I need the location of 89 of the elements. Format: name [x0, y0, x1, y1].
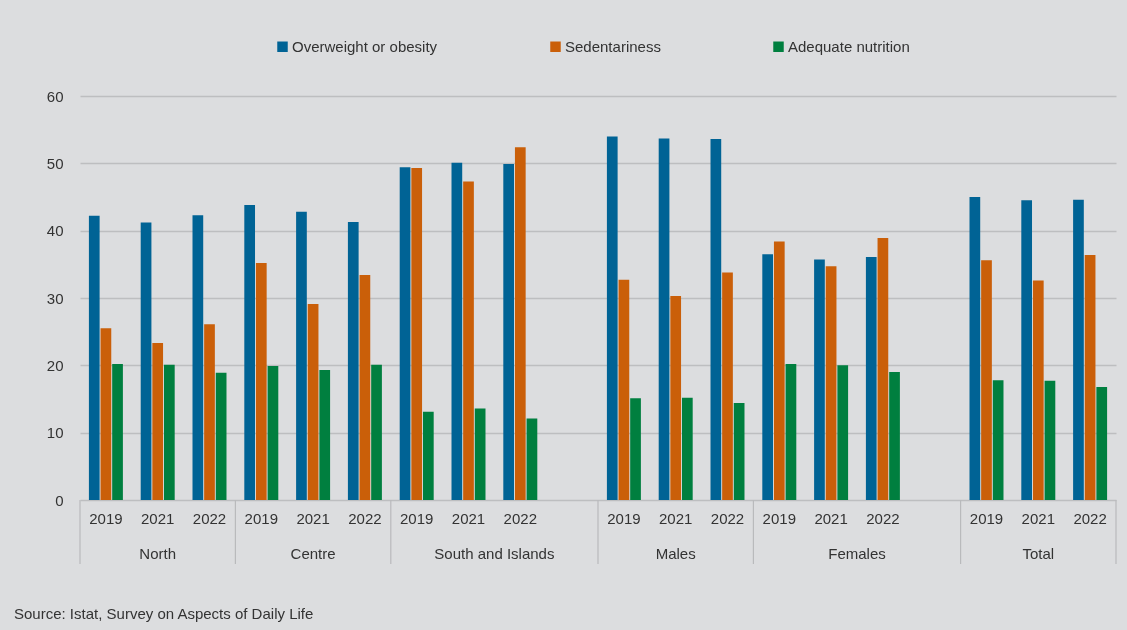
bar [152, 343, 164, 500]
bar [422, 411, 434, 500]
y-tick-label: 50 [46, 154, 64, 172]
bar [773, 241, 785, 500]
text: Total [1022, 545, 1055, 562]
legend-label: Overweight or obesity [292, 37, 438, 55]
legend-label: Adequate nutrition [788, 37, 910, 55]
bar [267, 366, 279, 500]
bar [255, 262, 267, 500]
y-tick-label: 10 [46, 424, 64, 442]
x-tick-label: 2019 [400, 509, 434, 527]
x-tick-label: 2021 [814, 509, 848, 527]
x-tick-label: 2022 [348, 509, 382, 527]
text: South and Islands [434, 545, 555, 562]
bar [992, 380, 1004, 500]
bar [825, 266, 837, 500]
bar [710, 139, 722, 500]
text: Males [655, 545, 696, 562]
bar [889, 372, 900, 500]
bar [463, 181, 474, 500]
bar [762, 254, 774, 500]
bar [658, 138, 670, 500]
x-tick-label: 2019 [244, 509, 278, 527]
bar [606, 136, 618, 500]
bar [215, 372, 227, 500]
text: Centre [290, 545, 336, 562]
bar [785, 363, 797, 500]
x-tick-label: 2022 [1073, 509, 1107, 527]
bar [630, 398, 641, 500]
bar [411, 168, 423, 500]
bar [814, 259, 825, 500]
bar [399, 167, 411, 500]
x-tick-label: 2019 [89, 509, 123, 527]
bar [969, 197, 981, 500]
bar [371, 364, 382, 500]
bar [100, 328, 112, 500]
bar [514, 147, 526, 500]
bar [837, 365, 849, 500]
bar [296, 211, 307, 500]
legend-label: Sedentariness [565, 37, 661, 55]
x-tick-label: 2019 [969, 509, 1004, 527]
x-tick-label: 2021 [1021, 509, 1055, 527]
x-tick-label: 2022 [503, 509, 537, 527]
bar [244, 205, 256, 500]
y-tick-label: 20 [46, 356, 64, 374]
bar [877, 238, 889, 500]
bar [1021, 200, 1033, 500]
y-tick-label: 0 [55, 491, 64, 509]
bar [1096, 386, 1108, 500]
bar [192, 215, 204, 500]
bar [307, 304, 319, 500]
bar [1044, 380, 1056, 500]
x-tick-label: 2022 [710, 509, 745, 527]
bar [204, 324, 215, 500]
y-tick-label: 60 [46, 87, 64, 105]
x-tick-label: 2022 [192, 509, 227, 527]
bar [88, 215, 100, 500]
x-tick-label: 2019 [762, 509, 796, 527]
x-tick-label: 2021 [451, 509, 486, 527]
bar [722, 272, 733, 500]
bar [526, 418, 538, 500]
bar [981, 260, 992, 500]
y-tick-label: 40 [46, 222, 64, 240]
x-tick-label: 2019 [607, 509, 641, 527]
source-note: Source: Istat, Survey on Aspects of Daily Life [14, 605, 314, 622]
text: North [139, 545, 177, 562]
bar [681, 397, 693, 500]
x-tick-label: 2022 [866, 509, 900, 527]
bar [503, 164, 515, 500]
bar [474, 408, 486, 500]
x-tick-label: 2021 [296, 509, 330, 527]
x-tick-label: 2021 [659, 509, 693, 527]
bar [359, 275, 371, 500]
y-tick-label: 30 [46, 289, 64, 307]
bar [112, 363, 123, 500]
x-tick-label: 2021 [141, 509, 175, 527]
bar [670, 295, 682, 500]
bar [451, 162, 463, 500]
bar [1032, 280, 1044, 500]
bar [1073, 199, 1084, 500]
bar [618, 279, 630, 500]
bar [733, 403, 745, 500]
bar [1084, 254, 1096, 500]
bar [140, 222, 152, 500]
bar [347, 221, 359, 500]
bar [163, 364, 175, 500]
bar [865, 256, 877, 500]
text: Females [828, 545, 886, 562]
bar [319, 370, 331, 500]
